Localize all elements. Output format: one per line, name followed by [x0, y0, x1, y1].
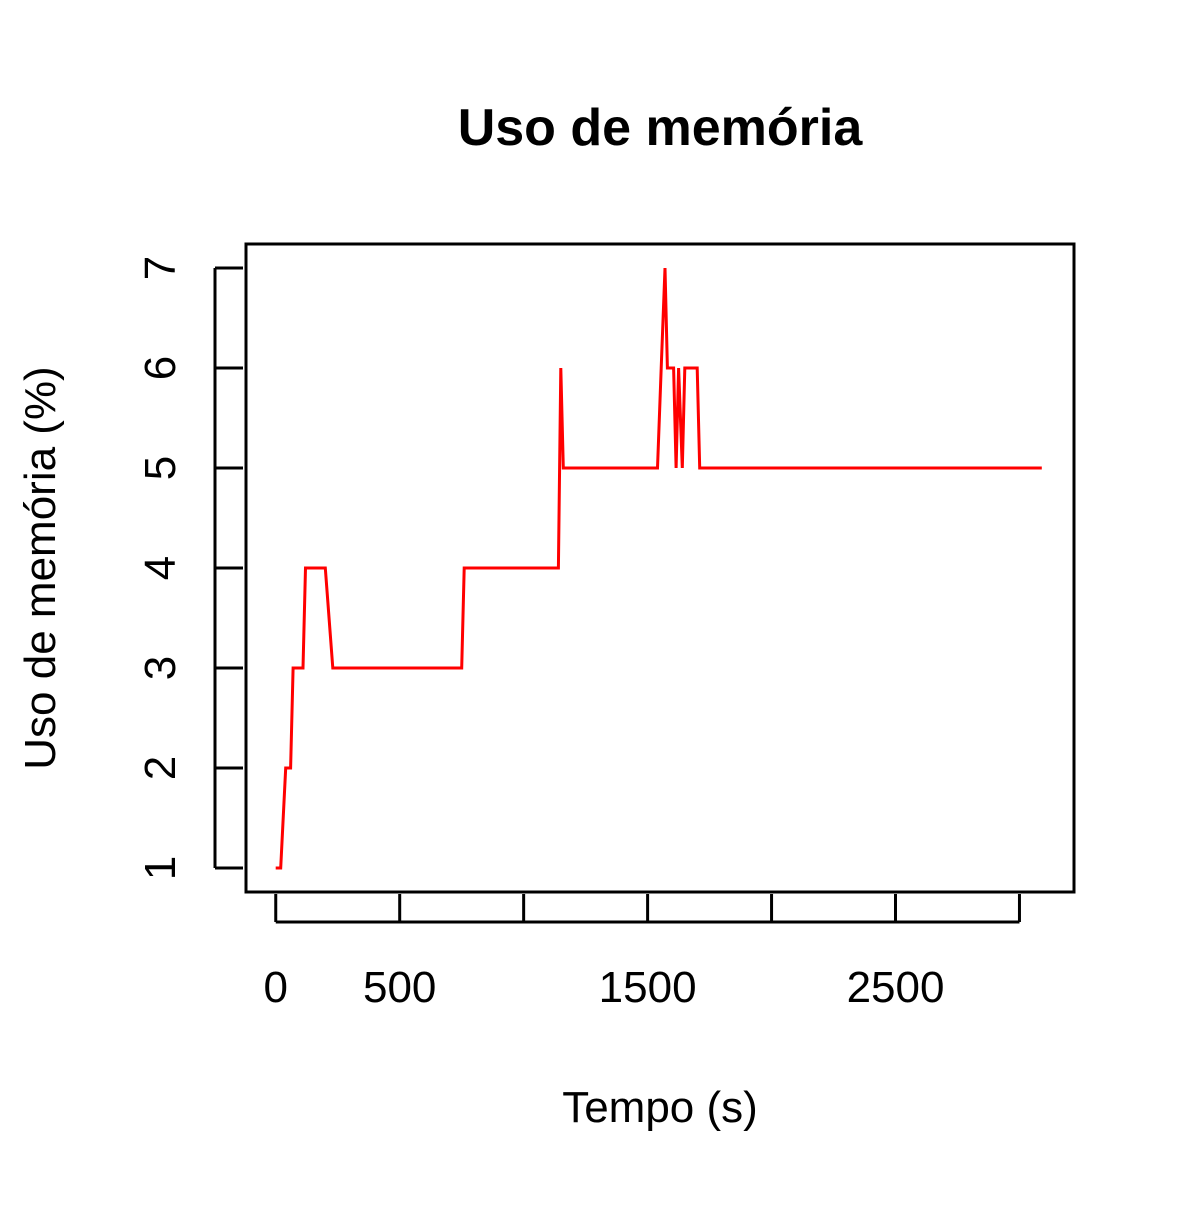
y-tick-label: 5	[136, 456, 185, 480]
x-axis-label: Tempo (s)	[562, 1083, 758, 1132]
x-tick-label: 500	[363, 963, 436, 1012]
plot-frame	[244, 242, 1076, 894]
x-tick-label: 0	[264, 963, 288, 1012]
y-axis-label: Uso de memória (%)	[16, 366, 65, 769]
y-tick-label: 1	[136, 856, 185, 880]
x-tick-label: 1500	[599, 963, 697, 1012]
y-tick-label: 2	[136, 756, 185, 780]
y-axis: 1 2 3 4 5 6 7	[136, 256, 243, 880]
y-tick-label: 7	[136, 256, 185, 280]
series-line	[275, 267, 1042, 870]
y-tick-label: 3	[136, 656, 185, 680]
series-layer	[275, 267, 1042, 870]
x-axis: 0 500 1500 2500	[264, 894, 1021, 1012]
y-tick-label: 6	[136, 356, 185, 380]
chart-title: Uso de memória	[458, 99, 864, 157]
x-tick-label: 2500	[847, 963, 945, 1012]
y-tick-label: 4	[136, 556, 185, 580]
